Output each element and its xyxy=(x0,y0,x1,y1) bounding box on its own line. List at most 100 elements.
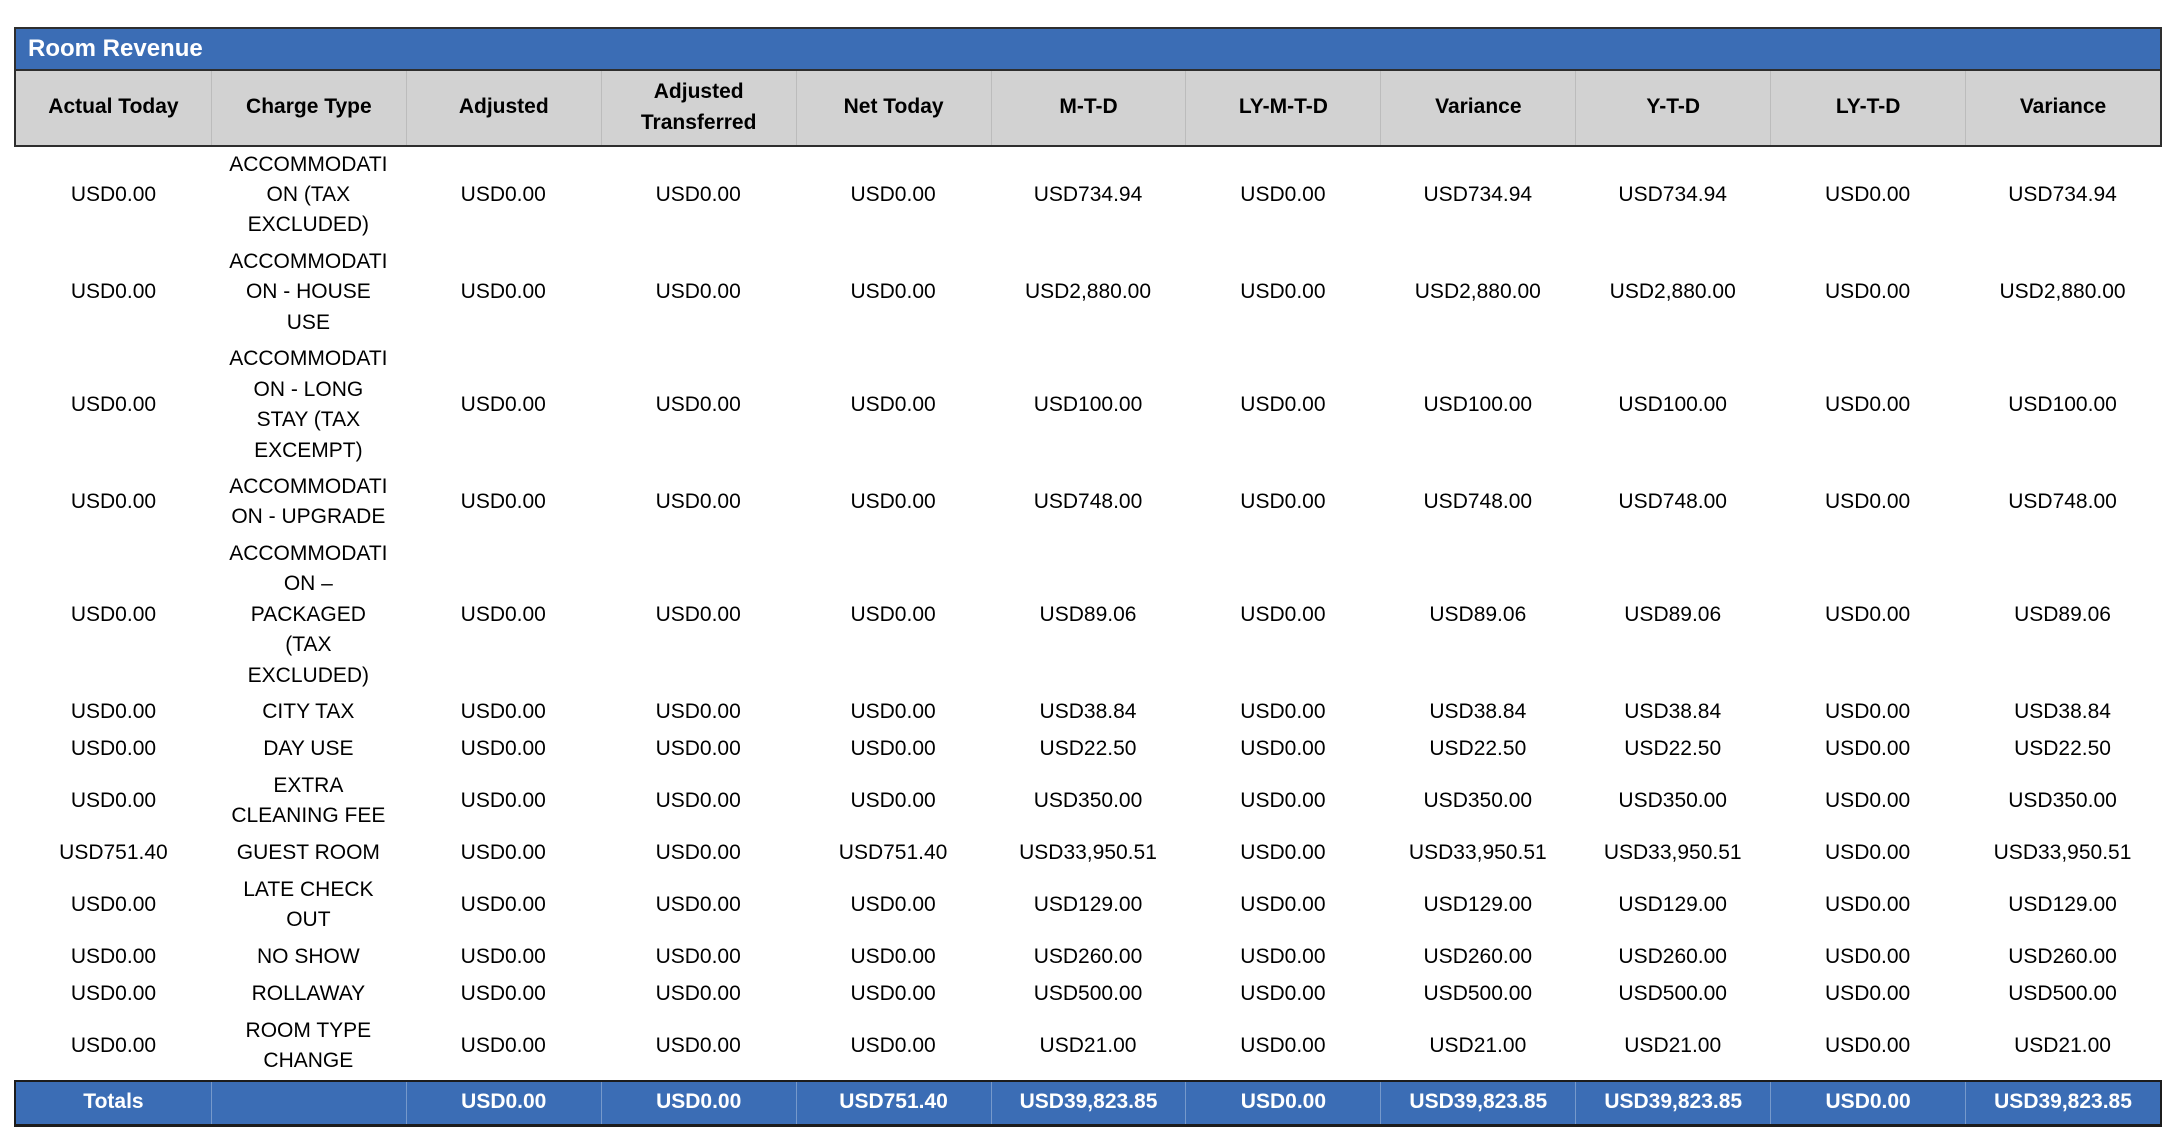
charge-type-cell: ACCOMMODATION - LONG STAY (TAX EXCEMPT) xyxy=(229,347,388,462)
amount-cell: USD0.00 xyxy=(850,945,936,969)
charge-type-cell: ACCOMMODATION – PACKAGED (TAX EXCLUDED) xyxy=(229,541,388,687)
amount-cell: USD33,950.51 xyxy=(1993,841,2132,865)
amount-cell: USD0.00 xyxy=(655,183,741,207)
totals-amount-cell: USD0.00 xyxy=(600,1081,796,1124)
report-title: Room Revenue xyxy=(28,35,203,62)
amount-cell: USD751.40 xyxy=(838,841,948,865)
amount-cell: USD0.00 xyxy=(460,602,546,626)
amount-cell: USD734.94 xyxy=(1033,183,1143,207)
amount-cell: USD500.00 xyxy=(1423,982,1533,1006)
amount-cell: USD21.00 xyxy=(2014,1034,2111,1057)
amount-cell: USD0.00 xyxy=(850,392,936,416)
amount-cell: USD89.06 xyxy=(1039,602,1137,626)
amount-cell: USD0.00 xyxy=(70,982,157,1006)
charge-type-cell: DAY USE xyxy=(263,737,354,761)
amount-cell: USD22.50 xyxy=(2014,737,2111,761)
amount-cell: USD0.00 xyxy=(1825,841,1911,865)
amount-cell: USD0.00 xyxy=(1825,893,1911,917)
amount-cell: USD100.00 xyxy=(1618,392,1727,416)
amount-cell: USD100.00 xyxy=(2008,392,2117,416)
amount-cell: USD0.00 xyxy=(1240,737,1326,761)
amount-cell: USD734.94 xyxy=(1618,183,1727,207)
totals-amount-cell: USD39,823.85 xyxy=(1575,1081,1770,1124)
amount-cell: USD0.00 xyxy=(1825,789,1911,813)
amount-cell: USD0.00 xyxy=(850,982,936,1006)
amount-cell: USD0.00 xyxy=(1825,392,1911,416)
table-row: USD0.00 ROOM TYPE CHANGE USD0.00 USD0.00 USD… xyxy=(16,1013,2160,1080)
charge-type-cell: ROOM TYPE CHANGE xyxy=(245,1018,372,1073)
amount-cell: USD38.84 xyxy=(1624,700,1722,724)
totals-amount-cell: USD0.00 xyxy=(405,1081,601,1124)
table-body: USD0.00 ACCOMMODATION (TAX EXCLUDED) USD0.… xyxy=(14,147,2162,1080)
amount-cell: USD0.00 xyxy=(460,700,546,724)
amount-cell: USD0.00 xyxy=(1240,841,1326,865)
amount-cell: USD0.00 xyxy=(460,945,546,969)
amount-cell: USD129.00 xyxy=(2008,893,2117,917)
amount-cell: USD0.00 xyxy=(850,789,936,813)
amount-cell: USD21.00 xyxy=(1429,1034,1527,1057)
table-row: USD0.00 LATE CHECK OUT USD0.00 USD0.00 USD0.… xyxy=(16,872,2160,939)
amount-cell: USD0.00 xyxy=(70,280,157,304)
amount-cell: USD0.00 xyxy=(460,1034,546,1057)
amount-cell: USD100.00 xyxy=(1423,392,1533,416)
amount-cell: USD500.00 xyxy=(1033,982,1143,1006)
amount-cell: USD0.00 xyxy=(70,1034,157,1057)
amount-cell: USD0.00 xyxy=(655,280,741,304)
amount-cell: USD2,880.00 xyxy=(1999,280,2126,304)
charge-type-cell: LATE CHECK OUT xyxy=(243,877,374,932)
amount-cell: USD0.00 xyxy=(70,490,157,514)
amount-cell: USD0.00 xyxy=(655,893,741,917)
table-row: USD0.00 CITY TAX USD0.00 USD0.00 USD0.00 USD3… xyxy=(16,694,2160,731)
amount-cell: USD0.00 xyxy=(70,392,157,416)
amount-cell: USD38.84 xyxy=(1429,700,1527,724)
amount-cell: USD22.50 xyxy=(1429,737,1527,761)
amount-cell: USD0.00 xyxy=(460,737,546,761)
table-row: USD0.00 ROLLAWAY USD0.00 USD0.00 USD0.00 USD5… xyxy=(16,976,2160,1013)
amount-cell: USD0.00 xyxy=(655,945,741,969)
amount-cell: USD89.06 xyxy=(2014,602,2111,626)
totals-amount-cell: USD0.00 xyxy=(1185,1081,1380,1124)
table-row: USD0.00 ACCOMMODATION - LONG STAY (TAX EX… xyxy=(16,341,2160,469)
column-header: Adjusted xyxy=(405,70,601,145)
amount-cell: USD350.00 xyxy=(1618,789,1727,813)
column-header: Charge Type xyxy=(210,70,406,145)
amount-cell: USD38.84 xyxy=(1039,700,1137,724)
amount-cell: USD0.00 xyxy=(1240,893,1326,917)
amount-cell: USD0.00 xyxy=(1825,700,1911,724)
table-row: USD0.00 EXTRA CLEANING FEE USD0.00 USD0.00 U… xyxy=(16,768,2160,835)
amount-cell: USD0.00 xyxy=(1825,280,1911,304)
totals-amount-cell: USD39,823.85 xyxy=(1965,1081,2160,1124)
charge-type-cell: ROLLAWAY xyxy=(251,982,366,1006)
table-row: USD0.00 ACCOMMODATION (TAX EXCLUDED) USD0.… xyxy=(16,147,2160,244)
amount-cell: USD0.00 xyxy=(460,280,546,304)
amount-cell: USD0.00 xyxy=(1240,945,1326,969)
amount-cell: USD0.00 xyxy=(1240,789,1326,813)
amount-cell: USD0.00 xyxy=(1240,1034,1326,1057)
amount-cell: USD748.00 xyxy=(1618,490,1727,514)
amount-cell: USD0.00 xyxy=(1825,945,1911,969)
amount-cell: USD0.00 xyxy=(1825,183,1911,207)
amount-cell: USD0.00 xyxy=(460,183,546,207)
amount-cell: USD0.00 xyxy=(850,1034,936,1057)
report-title-bar: Room Revenue xyxy=(16,29,2160,71)
totals-amount-cell: USD0.00 xyxy=(1770,1081,1965,1124)
amount-cell: USD0.00 xyxy=(1240,392,1326,416)
charge-type-cell: ACCOMMODATION - HOUSE USE xyxy=(229,249,388,334)
amount-cell: USD0.00 xyxy=(850,700,936,724)
totals-empty-cell xyxy=(210,1081,406,1124)
amount-cell: USD0.00 xyxy=(460,789,546,813)
amount-cell: USD0.00 xyxy=(70,737,157,761)
amount-cell: USD0.00 xyxy=(655,700,741,724)
totals-row: Totals USD0.00 USD0.00 USD751.40 USD39,823.8… xyxy=(14,1079,2162,1127)
column-header: Adjusted Transferred xyxy=(600,70,796,145)
totals-label: Totals xyxy=(83,1090,144,1114)
amount-cell: USD0.00 xyxy=(70,602,157,626)
totals-amount-cell: USD39,823.85 xyxy=(1380,1081,1575,1124)
amount-cell: USD0.00 xyxy=(1825,602,1911,626)
amount-cell: USD0.00 xyxy=(850,280,936,304)
room-revenue-report: Room Revenue Actual Today Charge Type Adju… xyxy=(14,27,2162,1127)
amount-cell: USD0.00 xyxy=(850,893,936,917)
amount-cell: USD260.00 xyxy=(1423,945,1533,969)
amount-cell: USD0.00 xyxy=(850,183,936,207)
amount-cell: USD350.00 xyxy=(1033,789,1143,813)
